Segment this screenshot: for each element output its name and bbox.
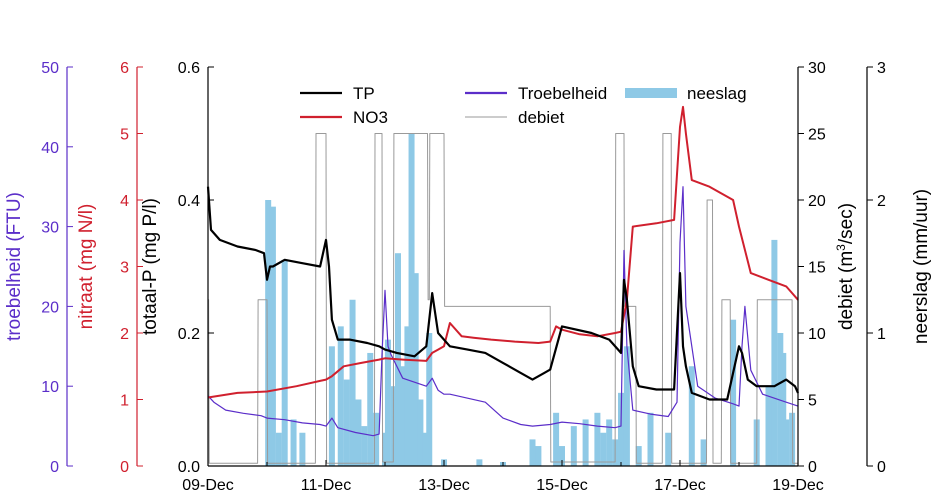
precipitation-bar (349, 299, 356, 466)
precipitation-bar (529, 439, 536, 466)
precipitation-bar (299, 432, 306, 466)
x-axis-tick-label: 17-Dec (654, 477, 706, 494)
precipitation-bar (765, 386, 772, 466)
axis-title-nitraat: nitraat (mg N/l) (76, 204, 97, 330)
precipitation-bar (688, 366, 695, 466)
precipitation-bar (281, 259, 288, 466)
axis-tick-label: 0.4 (178, 193, 200, 210)
precipitation-bars-group (265, 133, 796, 466)
x-axis-tick-label: 11-Dec (301, 477, 351, 494)
precipitation-bar (635, 446, 642, 466)
axis-tick-label: 2 (120, 326, 129, 343)
axis-tick-label: 30 (808, 60, 826, 77)
precipitation-bar (700, 439, 707, 466)
precipitation-bar (422, 432, 429, 466)
axis-tick-label: 0 (50, 459, 59, 476)
legend-swatch (625, 88, 677, 98)
precipitation-bar (399, 366, 406, 466)
precipitation-bar (789, 412, 796, 466)
precipitation-bar (730, 319, 737, 466)
legend-label: NO3 (353, 108, 388, 127)
precipitation-bar (275, 432, 282, 466)
x-axis-tick-label: 19-Dec (772, 477, 824, 494)
precipitation-bar (290, 419, 297, 466)
axis-title-debiet: debiet (m3/sec) (834, 203, 857, 330)
series-line-tp (206, 186, 800, 401)
x-axis-tick-label: 09-Dec (182, 477, 234, 494)
precipitation-bar (570, 426, 577, 466)
axis-tick-label: 4 (120, 193, 129, 210)
axis-tick-label: 0 (877, 459, 886, 476)
axis-title-totaalp: totaal-P (mg P/l) (140, 198, 161, 335)
series-line-troebelheid (207, 186, 799, 437)
precipitation-bar (606, 419, 613, 466)
precipitation-bar (582, 419, 589, 466)
precipitation-bar (426, 333, 433, 466)
axis-tick-label: 0.2 (178, 326, 200, 343)
axis-tick-label: 15 (808, 260, 826, 277)
precipitation-bar (412, 273, 419, 466)
axis-title-neerslag: neerslag (mm/uur) (911, 189, 932, 344)
axis-tick-label: 0.0 (178, 459, 200, 476)
axis-tick-label: 30 (41, 220, 59, 237)
axis-tick-label: 40 (41, 140, 59, 157)
precipitation-bar (343, 379, 350, 466)
axis-tick-label: 6 (120, 60, 129, 77)
axis-title-troebelheid: troebelheid (FTU) (4, 192, 25, 341)
legend-label: Troebelheid (518, 84, 607, 103)
axis-tick-label: 3 (877, 60, 886, 77)
precipitation-bar (408, 133, 415, 466)
legend: TP NO3 Troebelheid debiet neeslag (300, 84, 747, 127)
precipitation-bar (328, 346, 335, 466)
precipitation-bar (780, 352, 787, 466)
precipitation-bar (367, 352, 374, 466)
axis-tick-label: 1 (120, 393, 129, 410)
axis-tick-label: 0.6 (178, 60, 200, 77)
precipitation-bar (361, 426, 368, 466)
axis-tick-label: 20 (41, 299, 59, 316)
precipitation-bar (665, 432, 672, 466)
axis-tick-label: 2 (877, 193, 886, 210)
precipitation-bar (265, 200, 272, 466)
legend-label: debiet (518, 108, 565, 127)
precipitation-bar (559, 446, 565, 466)
precipitation-bar (783, 419, 790, 466)
precipitation-bar (618, 392, 624, 466)
series-lines-group (206, 105, 800, 464)
legend-label: TP (353, 84, 375, 103)
precipitation-bar (269, 206, 276, 466)
axis-tick-label: 10 (808, 326, 826, 343)
precipitation-bar (535, 446, 542, 466)
series-line-debiet (208, 133, 798, 464)
axis-tick-label: 0 (808, 459, 817, 476)
precipitation-bar (594, 412, 601, 466)
precipitation-bar (623, 346, 630, 466)
axis-tick-label: 1 (877, 326, 886, 343)
precipitation-bar (404, 326, 411, 466)
axis-tick-label: 10 (41, 379, 59, 396)
precipitation-bar (476, 459, 483, 466)
legend-label: neeslag (687, 84, 747, 103)
x-axis-tick-label: 13-Dec (418, 477, 470, 494)
axis-tick-label: 5 (808, 393, 817, 410)
precipitation-bar (373, 412, 380, 466)
precipitation-bar (384, 339, 391, 466)
series-line-no3 (207, 105, 799, 399)
x-axis-tick-label: 15-Dec (536, 477, 588, 494)
precipitation-bar (600, 432, 607, 466)
precipitation-bar (553, 412, 560, 466)
axis-tick-label: 20 (808, 193, 826, 210)
axis-tick-label: 0 (120, 459, 129, 476)
precipitation-bar (647, 412, 654, 466)
axis-tick-label: 3 (120, 260, 129, 277)
axis-tick-label: 50 (41, 60, 59, 77)
precipitation-bar (771, 239, 778, 466)
axis-tick-label: 25 (808, 127, 826, 144)
precipitation-bar (417, 399, 424, 466)
axis-tick-label: 5 (120, 127, 129, 144)
precipitation-bar (337, 326, 344, 466)
